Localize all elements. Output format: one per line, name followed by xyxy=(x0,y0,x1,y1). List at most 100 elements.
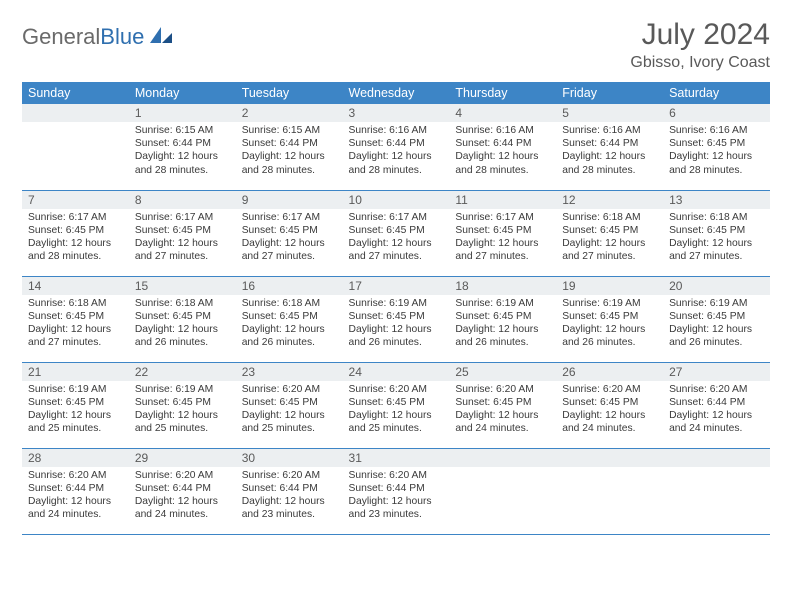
calendar-body: 1Sunrise: 6:15 AMSunset: 6:44 PMDaylight… xyxy=(22,104,770,534)
daylight-line: Daylight: 12 hours and 25 minutes. xyxy=(135,409,230,435)
sunset-line: Sunset: 6:44 PM xyxy=(28,482,123,495)
day-details: Sunrise: 6:18 AMSunset: 6:45 PMDaylight:… xyxy=(129,295,236,354)
day-number: 13 xyxy=(663,191,770,209)
day-details: Sunrise: 6:16 AMSunset: 6:44 PMDaylight:… xyxy=(449,122,556,181)
calendar-cell: 11Sunrise: 6:17 AMSunset: 6:45 PMDayligh… xyxy=(449,190,556,276)
day-details: Sunrise: 6:20 AMSunset: 6:45 PMDaylight:… xyxy=(556,381,663,440)
brand-text: GeneralBlue xyxy=(22,24,144,50)
daylight-line: Daylight: 12 hours and 25 minutes. xyxy=(28,409,123,435)
daylight-line: Daylight: 12 hours and 27 minutes. xyxy=(242,237,337,263)
calendar-cell: 18Sunrise: 6:19 AMSunset: 6:45 PMDayligh… xyxy=(449,276,556,362)
day-details: Sunrise: 6:20 AMSunset: 6:44 PMDaylight:… xyxy=(129,467,236,526)
day-details: Sunrise: 6:19 AMSunset: 6:45 PMDaylight:… xyxy=(343,295,450,354)
calendar-cell: 14Sunrise: 6:18 AMSunset: 6:45 PMDayligh… xyxy=(22,276,129,362)
day-number: 24 xyxy=(343,363,450,381)
sunrise-line: Sunrise: 6:15 AM xyxy=(242,124,337,137)
day-details: Sunrise: 6:16 AMSunset: 6:45 PMDaylight:… xyxy=(663,122,770,181)
sunrise-line: Sunrise: 6:17 AM xyxy=(349,211,444,224)
sunrise-line: Sunrise: 6:16 AM xyxy=(455,124,550,137)
daylight-line: Daylight: 12 hours and 24 minutes. xyxy=(28,495,123,521)
day-details: Sunrise: 6:20 AMSunset: 6:45 PMDaylight:… xyxy=(449,381,556,440)
day-number: 11 xyxy=(449,191,556,209)
day-number: 15 xyxy=(129,277,236,295)
sunset-line: Sunset: 6:45 PM xyxy=(135,310,230,323)
calendar-cell: 8Sunrise: 6:17 AMSunset: 6:45 PMDaylight… xyxy=(129,190,236,276)
day-number: 26 xyxy=(556,363,663,381)
sunset-line: Sunset: 6:45 PM xyxy=(242,310,337,323)
calendar-cell: 21Sunrise: 6:19 AMSunset: 6:45 PMDayligh… xyxy=(22,362,129,448)
sunset-line: Sunset: 6:45 PM xyxy=(135,396,230,409)
daylight-line: Daylight: 12 hours and 26 minutes. xyxy=(562,323,657,349)
calendar-cell: 17Sunrise: 6:19 AMSunset: 6:45 PMDayligh… xyxy=(343,276,450,362)
calendar-cell: 31Sunrise: 6:20 AMSunset: 6:44 PMDayligh… xyxy=(343,448,450,534)
day-details: Sunrise: 6:20 AMSunset: 6:44 PMDaylight:… xyxy=(663,381,770,440)
sunrise-line: Sunrise: 6:18 AM xyxy=(28,297,123,310)
day-number: 31 xyxy=(343,449,450,467)
calendar-cell: 5Sunrise: 6:16 AMSunset: 6:44 PMDaylight… xyxy=(556,104,663,190)
daylight-line: Daylight: 12 hours and 26 minutes. xyxy=(135,323,230,349)
calendar-cell xyxy=(556,448,663,534)
calendar-week-row: 14Sunrise: 6:18 AMSunset: 6:45 PMDayligh… xyxy=(22,276,770,362)
weekday-header: Wednesday xyxy=(343,82,450,104)
day-number: 22 xyxy=(129,363,236,381)
sunrise-line: Sunrise: 6:18 AM xyxy=(242,297,337,310)
daylight-line: Daylight: 12 hours and 23 minutes. xyxy=(349,495,444,521)
sunrise-line: Sunrise: 6:15 AM xyxy=(135,124,230,137)
day-details: Sunrise: 6:20 AMSunset: 6:45 PMDaylight:… xyxy=(236,381,343,440)
sunset-line: Sunset: 6:44 PM xyxy=(242,137,337,150)
day-number: 3 xyxy=(343,104,450,122)
day-details: Sunrise: 6:16 AMSunset: 6:44 PMDaylight:… xyxy=(556,122,663,181)
sunrise-line: Sunrise: 6:20 AM xyxy=(242,383,337,396)
day-number: 12 xyxy=(556,191,663,209)
day-number: 30 xyxy=(236,449,343,467)
day-details: Sunrise: 6:15 AMSunset: 6:44 PMDaylight:… xyxy=(236,122,343,181)
day-number: 18 xyxy=(449,277,556,295)
calendar-cell: 6Sunrise: 6:16 AMSunset: 6:45 PMDaylight… xyxy=(663,104,770,190)
sunset-line: Sunset: 6:44 PM xyxy=(562,137,657,150)
calendar-cell: 9Sunrise: 6:17 AMSunset: 6:45 PMDaylight… xyxy=(236,190,343,276)
sunset-line: Sunset: 6:45 PM xyxy=(28,310,123,323)
calendar-cell: 27Sunrise: 6:20 AMSunset: 6:44 PMDayligh… xyxy=(663,362,770,448)
day-number: 19 xyxy=(556,277,663,295)
day-details: Sunrise: 6:18 AMSunset: 6:45 PMDaylight:… xyxy=(556,209,663,268)
day-details: Sunrise: 6:19 AMSunset: 6:45 PMDaylight:… xyxy=(556,295,663,354)
weekday-header: Saturday xyxy=(663,82,770,104)
sunrise-line: Sunrise: 6:19 AM xyxy=(135,383,230,396)
daylight-line: Daylight: 12 hours and 26 minutes. xyxy=(669,323,764,349)
day-number: 6 xyxy=(663,104,770,122)
day-number: 14 xyxy=(22,277,129,295)
daylight-line: Daylight: 12 hours and 26 minutes. xyxy=(455,323,550,349)
day-number: 27 xyxy=(663,363,770,381)
day-number: 16 xyxy=(236,277,343,295)
sunset-line: Sunset: 6:45 PM xyxy=(669,224,764,237)
day-details: Sunrise: 6:20 AMSunset: 6:44 PMDaylight:… xyxy=(22,467,129,526)
calendar-cell: 15Sunrise: 6:18 AMSunset: 6:45 PMDayligh… xyxy=(129,276,236,362)
day-details: Sunrise: 6:19 AMSunset: 6:45 PMDaylight:… xyxy=(449,295,556,354)
sunset-line: Sunset: 6:45 PM xyxy=(242,396,337,409)
day-number: 17 xyxy=(343,277,450,295)
sunset-line: Sunset: 6:45 PM xyxy=(349,310,444,323)
day-number xyxy=(556,449,663,467)
sunrise-line: Sunrise: 6:18 AM xyxy=(135,297,230,310)
calendar-cell: 23Sunrise: 6:20 AMSunset: 6:45 PMDayligh… xyxy=(236,362,343,448)
title-block: July 2024 Gbisso, Ivory Coast xyxy=(630,18,770,72)
calendar-cell: 12Sunrise: 6:18 AMSunset: 6:45 PMDayligh… xyxy=(556,190,663,276)
day-number: 7 xyxy=(22,191,129,209)
sunset-line: Sunset: 6:44 PM xyxy=(455,137,550,150)
sunset-line: Sunset: 6:45 PM xyxy=(562,310,657,323)
day-number: 2 xyxy=(236,104,343,122)
sunset-line: Sunset: 6:45 PM xyxy=(349,224,444,237)
day-details: Sunrise: 6:17 AMSunset: 6:45 PMDaylight:… xyxy=(22,209,129,268)
calendar-week-row: 7Sunrise: 6:17 AMSunset: 6:45 PMDaylight… xyxy=(22,190,770,276)
sunrise-line: Sunrise: 6:18 AM xyxy=(562,211,657,224)
daylight-line: Daylight: 12 hours and 28 minutes. xyxy=(562,150,657,176)
calendar-week-row: 21Sunrise: 6:19 AMSunset: 6:45 PMDayligh… xyxy=(22,362,770,448)
sunrise-line: Sunrise: 6:19 AM xyxy=(28,383,123,396)
sunset-line: Sunset: 6:45 PM xyxy=(562,224,657,237)
brand-logo: GeneralBlue xyxy=(22,24,174,50)
calendar-cell: 2Sunrise: 6:15 AMSunset: 6:44 PMDaylight… xyxy=(236,104,343,190)
daylight-line: Daylight: 12 hours and 26 minutes. xyxy=(349,323,444,349)
day-details: Sunrise: 6:17 AMSunset: 6:45 PMDaylight:… xyxy=(236,209,343,268)
day-number: 21 xyxy=(22,363,129,381)
brand-general: General xyxy=(22,24,100,49)
